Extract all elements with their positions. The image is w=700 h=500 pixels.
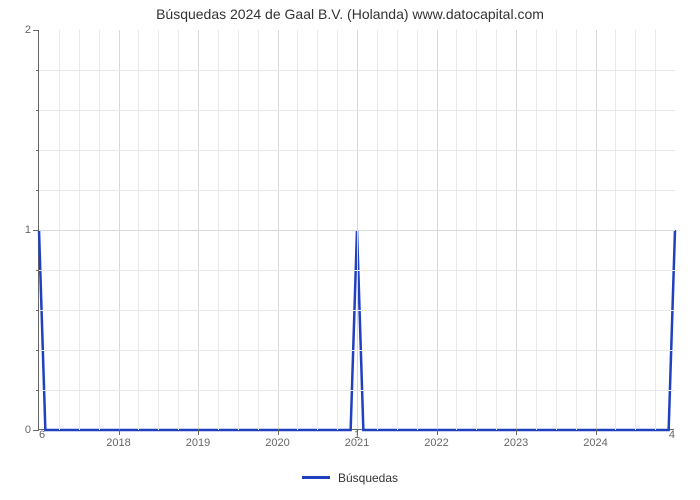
x-tick-label: 2019 (186, 437, 210, 449)
gridline-horizontal (39, 70, 675, 71)
y-minor-tick (36, 270, 39, 271)
x-tick-label: 2018 (106, 437, 130, 449)
x-tick-mark (119, 429, 120, 435)
x-tick-label: 2023 (504, 437, 528, 449)
x-tick-label: 2020 (265, 437, 289, 449)
data-count-label: 6 (39, 429, 45, 441)
y-minor-tick (36, 70, 39, 71)
y-tick-label: 0 (25, 424, 31, 436)
gridline-horizontal (39, 110, 675, 111)
y-minor-tick (36, 150, 39, 151)
x-tick-label: 2024 (583, 437, 607, 449)
gridline-horizontal (39, 390, 675, 391)
x-tick-mark (596, 429, 597, 435)
legend: Búsquedas (0, 468, 700, 485)
gridline-horizontal (39, 190, 675, 191)
data-count-label: 4 (669, 429, 675, 441)
x-tick-mark (437, 429, 438, 435)
chart-title: Búsquedas 2024 de Gaal B.V. (Holanda) ww… (0, 6, 700, 22)
gridline-horizontal (39, 150, 675, 151)
y-tick-label: 2 (25, 24, 31, 36)
x-tick-mark (198, 429, 199, 435)
data-count-label: 1 (354, 429, 360, 441)
y-minor-tick (36, 390, 39, 391)
x-tick-label: 2022 (424, 437, 448, 449)
y-minor-tick (36, 310, 39, 311)
x-tick-mark (516, 429, 517, 435)
chart-container: Búsquedas 2024 de Gaal B.V. (Holanda) ww… (0, 0, 700, 500)
gridline-horizontal (39, 310, 675, 311)
gridline-horizontal (39, 230, 675, 231)
y-tick-label: 1 (25, 224, 31, 236)
x-tick-mark (278, 429, 279, 435)
y-minor-tick (36, 110, 39, 111)
gridline-horizontal (39, 350, 675, 351)
y-tick-mark (33, 230, 39, 231)
y-minor-tick (36, 350, 39, 351)
legend-item: Búsquedas (302, 471, 398, 485)
y-tick-mark (33, 30, 39, 31)
legend-swatch (302, 476, 330, 479)
legend-label: Búsquedas (338, 471, 398, 485)
plot-area: 0122018201920202021202220232024614 (38, 30, 674, 430)
y-minor-tick (36, 190, 39, 191)
gridline-horizontal (39, 270, 675, 271)
